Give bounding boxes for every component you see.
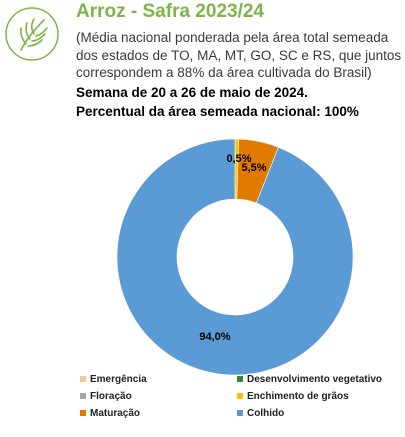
legend-swatch bbox=[237, 393, 243, 399]
legend-swatch bbox=[237, 376, 243, 382]
legend-label: Floração bbox=[90, 390, 132, 402]
week-label: Semana de 20 a 26 de maio de 2024. bbox=[76, 85, 308, 100]
legend-swatch bbox=[80, 410, 86, 416]
legend-item-enchimento-de-graos: Enchimento de grãos bbox=[237, 389, 400, 403]
page-subtitle: (Média nacional ponderada pela área tota… bbox=[76, 30, 402, 80]
legend-label: Emergência bbox=[90, 373, 147, 385]
logo-icon bbox=[5, 7, 59, 61]
national-share-label: Percentual da área semeada nacional: 100… bbox=[76, 104, 359, 119]
legend-swatch bbox=[80, 393, 86, 399]
legend-item-floracao: Floração bbox=[80, 389, 237, 403]
logo-ring bbox=[5, 7, 59, 61]
legend-label: Colhido bbox=[247, 407, 285, 419]
legend-item-desenvolvimento-vegetativo: Desenvolvimento vegetativo bbox=[237, 372, 400, 386]
donut-data-labels: 0,5%5,5% 94,0% bbox=[199, 153, 266, 343]
legend-item-maturacao: Maturação bbox=[80, 406, 237, 420]
legend-item-emergencia: Emergência bbox=[80, 372, 237, 386]
legend-label: Maturação bbox=[90, 407, 141, 419]
chart-legend: Emergência Desenvolvimento vegetativo Flor… bbox=[80, 372, 400, 420]
legend-label: Enchimento de grãos bbox=[247, 390, 349, 402]
slice-colhido bbox=[116, 138, 354, 376]
legend-label: Desenvolvimento vegetativo bbox=[247, 373, 383, 385]
legend-swatch bbox=[237, 410, 243, 416]
data-label-maturacao: 5,5% bbox=[241, 162, 266, 174]
donut-slices bbox=[116, 138, 354, 376]
legend-swatch bbox=[80, 376, 86, 382]
legend-item-colhido: Colhido bbox=[237, 406, 400, 420]
rice-plant-icon bbox=[19, 18, 48, 51]
page-title: Arroz - Safra 2023/24 bbox=[76, 1, 264, 22]
data-label-colhido: 94,0% bbox=[199, 331, 230, 343]
data-label-enchimento-de-graos: 0,5% bbox=[226, 153, 251, 165]
